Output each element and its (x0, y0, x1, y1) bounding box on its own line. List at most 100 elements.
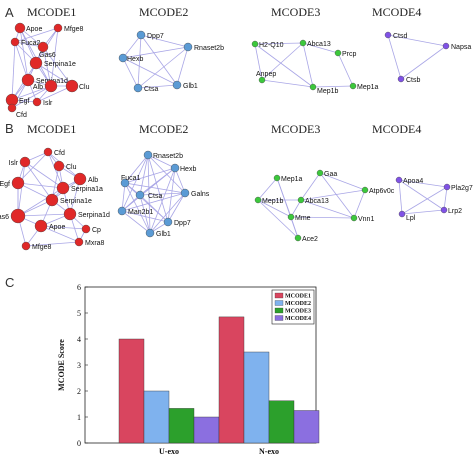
network-edge (398, 179, 403, 215)
y-tick-label: 4 (77, 335, 81, 344)
network-b-cluster-1: Cfd Islr Clu Alb Egf Serpina1a Serpina1e Gas6 Se… (0, 147, 110, 251)
network-edge (11, 85, 52, 109)
node-label-ctsa: Ctsa (144, 86, 159, 93)
network-edge (24, 161, 64, 189)
node-label-lpl: Lpl (406, 215, 416, 222)
node-label-gaa: Gaa (324, 171, 337, 178)
node-ctsb (397, 75, 405, 83)
network-edge (140, 34, 189, 48)
node-hexb (170, 163, 180, 173)
network-edge (14, 41, 29, 81)
network-edge (42, 46, 52, 87)
network-edge (257, 199, 299, 239)
network-edge (290, 199, 302, 218)
network-edge (17, 182, 53, 201)
node-islr (32, 97, 42, 107)
node-gas6 (37, 41, 49, 53)
bar-u-exo-mcode4 (193, 416, 220, 444)
bar-u-exo-mcode2 (143, 390, 170, 444)
node-clu (65, 79, 79, 93)
network-a-title-mcode1: MCODE1 (27, 5, 76, 19)
y-tick-label: 3 (77, 361, 81, 370)
node-gas6 (10, 208, 26, 224)
legend-swatch-mcode3 (274, 307, 284, 314)
network-edge (387, 34, 402, 80)
network-edge (312, 85, 354, 88)
node-label-dpp7: Dpp7 (174, 220, 191, 227)
bar-u-exo-mcode1 (118, 338, 145, 444)
node-lrp2 (440, 206, 448, 214)
node-label-mxra8: Mxra8 (85, 240, 105, 247)
node-egf (11, 176, 25, 190)
legend-label-mcode1: MCODE1 (285, 294, 311, 300)
network-edge (290, 216, 299, 239)
node-label-ace2: Ace2 (302, 236, 318, 243)
node-serpina1d (63, 207, 77, 221)
network-edge (124, 167, 176, 184)
network-edge (40, 225, 80, 243)
node-ctsa (135, 190, 145, 200)
network-edge (121, 154, 149, 212)
node-apoe (34, 219, 48, 233)
node-abca13 (297, 196, 305, 204)
network-edge (174, 167, 186, 194)
node-gaa (316, 169, 324, 177)
network-b-title-mcode4: MCODE4 (372, 122, 421, 136)
network-edge (25, 241, 80, 247)
network-edge (398, 179, 445, 211)
panel-b-letter: B (5, 121, 14, 136)
network-edge (11, 41, 16, 101)
node-mxra8 (74, 237, 84, 247)
network-edge (11, 85, 52, 101)
y-tick-label: 5 (77, 309, 81, 318)
node-label-cfd: Cfd (16, 112, 27, 119)
network-edge (47, 151, 64, 189)
node-fuca2 (10, 37, 20, 47)
network-edge (400, 45, 447, 80)
node-dpp7 (163, 217, 173, 227)
node-serpina1d (21, 73, 35, 87)
node-label-apoe: Apoe (26, 26, 42, 33)
node-label-hexb: Hexb (127, 56, 143, 63)
network-edge (387, 34, 447, 47)
network-edge (122, 57, 139, 89)
network-edge (139, 192, 186, 196)
network-edge (300, 199, 355, 219)
node-label-serpina1e: Serpina1e (60, 198, 92, 205)
node-label-h2-q10: H2-Q10 (259, 42, 284, 49)
node-label-ctsb: Ctsb (406, 77, 421, 84)
node-serpina1e (29, 56, 43, 70)
node-label-napsa: Napsa (451, 44, 471, 51)
bar-n-exo-mcode4 (293, 410, 320, 444)
node-hexb (118, 53, 128, 63)
network-edge (122, 34, 142, 59)
node-pla2g7 (443, 183, 451, 191)
network-b-cluster-3: Gaa Mep1a Abca13 Atp6v0c Mep1b Mme Vnn1 Ace2 (254, 169, 395, 243)
network-edge (35, 62, 73, 87)
node-label-dpp7: Dpp7 (147, 33, 164, 40)
node-man2b1 (117, 206, 127, 216)
network-edge (254, 43, 263, 81)
panel-a-letter: A (5, 5, 14, 20)
network-edge (254, 42, 304, 45)
network-edge (149, 167, 176, 234)
node-label-ctsa: Ctsa (148, 193, 163, 200)
node-abca13 (299, 39, 307, 47)
node-label-man2b1: Man2b1 (128, 209, 153, 216)
node-apoe (14, 22, 26, 34)
network-edge (167, 192, 186, 223)
node-label-mep1a: Mep1a (281, 176, 303, 183)
node-fuca1 (120, 178, 130, 188)
network-b-title-mcode2: MCODE2 (139, 122, 188, 136)
network-a-cluster-3: H2-Q10 Abca13 Prcp Anpep Mep1b Mep1a (251, 39, 379, 95)
node-label-egf: Egf (19, 98, 30, 105)
node-label-glb1: Glb1 (183, 83, 198, 90)
node-atp6v0c (361, 186, 369, 194)
network-edge (257, 199, 292, 218)
node-glb1 (145, 228, 155, 238)
network-edge (140, 34, 178, 86)
node-label-prcp: Prcp (342, 51, 357, 58)
node-label-islr: Islr (9, 160, 19, 167)
